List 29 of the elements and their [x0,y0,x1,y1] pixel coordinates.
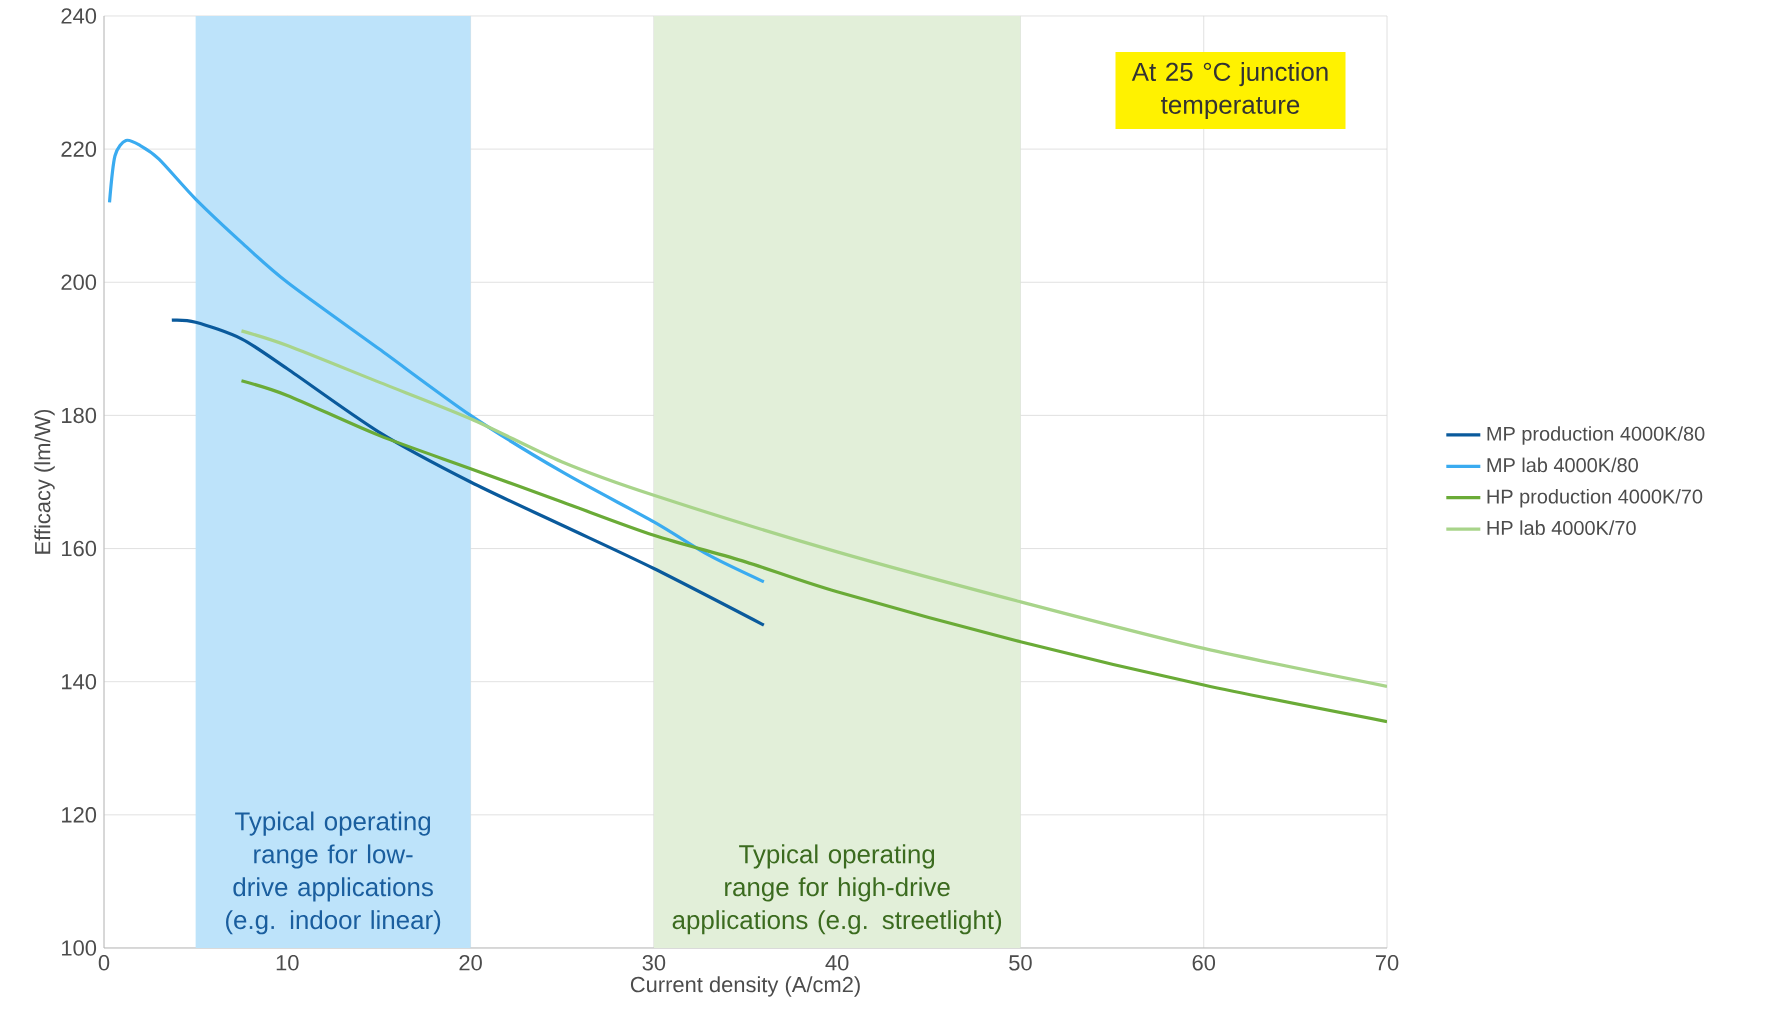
y-tick-label: 120 [62,807,97,823]
x-tick-label: 50 [1009,955,1032,971]
band-label: Typical operating range for high-drive applications (e.g. streetlight) [672,844,1002,935]
line-series [239,329,1388,688]
legend-label: MP production 4000K/80 [1487,426,1705,445]
y-tick-label: 200 [61,274,97,291]
band-label: Typical operating range for low-drive applications (e.g. indoor linear) [226,811,441,935]
line-series [170,318,766,627]
x-axis-title: Current density (A/cm2) [630,976,860,997]
y-tick-label: 100 [62,940,97,956]
y-tick-label: 220 [61,141,97,157]
y-tick-label: 180 [62,407,97,424]
y-axis-title: Efficacy (lm/W) [34,409,55,554]
x-tick-label: 20 [459,955,482,971]
y-tick-label: 240 [61,8,97,24]
x-tick-label: 40 [825,955,849,971]
x-tick-label: 0 [98,955,110,971]
line-series [239,379,1388,724]
line-series [107,138,766,584]
legend-label: HP production 4000K/70 [1487,488,1703,508]
y-tick-label: 160 [62,540,97,557]
legend-label: MP lab 4000K/80 [1487,457,1638,473]
legend-label: HP lab 4000K/70 [1487,520,1636,535]
x-tick-label: 10 [276,955,299,971]
x-tick-label: 70 [1375,955,1399,971]
x-tick-label: 30 [642,955,666,971]
y-tick-label: 140 [62,673,97,690]
x-tick-label: 60 [1192,955,1216,971]
annotation: At 25 °C junction temperature [1131,62,1328,120]
